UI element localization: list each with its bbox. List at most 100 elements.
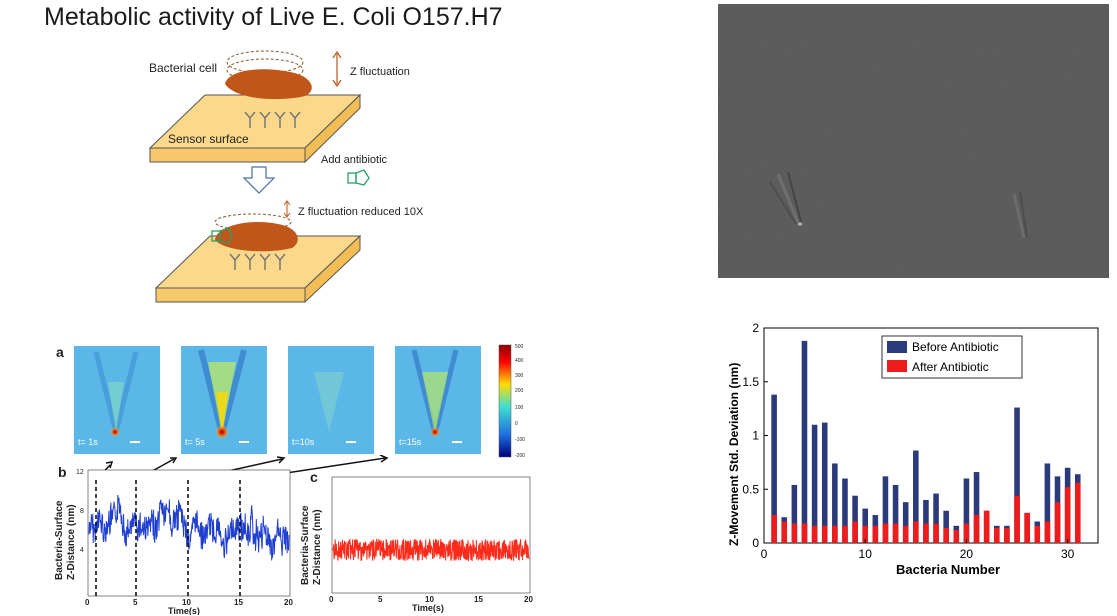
bar-after-antibiotic [1044,521,1051,543]
panel-b-trace [88,494,290,561]
panel-a-label: a [56,344,64,360]
bars-group [771,340,1081,543]
colorbar-tick: 400 [515,358,524,364]
bar-chart: 0 0.5 1 1.5 2 0 10 20 30 Bacteria Number Z-Move… [727,321,1099,577]
panel-c-label: c [310,469,318,485]
x-tick: 15 [234,598,243,607]
y-tick-label: 2 [752,321,759,335]
colorbar-tick: 500 [515,344,524,350]
bacterial-cell-icon [225,50,312,100]
bar-after-antibiotic [832,525,838,543]
bar-after-antibiotic [892,523,899,543]
colorbar: 500 400 300 200 100 0 -100 -200 [498,344,525,459]
bar-after-antibiotic [953,530,960,543]
bar-after-antibiotic [994,527,1000,543]
bar-after-antibiotic [943,527,949,543]
bar-after-antibiotic [913,521,919,543]
bar-after-antibiotic [781,521,788,543]
bar-after-antibiotic [973,515,980,543]
x-tick: 10 [182,598,191,607]
bar-before-antibiotic [882,476,889,543]
bar-after-antibiotic [933,523,939,543]
bacterial-cell-label: Bacterial cell [149,61,217,75]
x-axis-label: Time(s) [412,603,444,613]
bar-after-antibiotic [963,523,970,543]
bar-before-antibiotic [973,472,980,543]
bar-after-antibiotic [821,525,828,543]
x-tick: 5 [133,598,138,607]
bar-after-antibiotic [923,523,929,543]
bar-before-antibiotic [821,422,828,543]
colorbar-tick: -100 [515,437,525,443]
y-tick: 12 [76,469,84,476]
panel-c-axes: 0 5 10 15 20 Time(s) Bacteria-Surface Z-… [300,476,533,613]
z-fluctuation-arrow-icon [332,50,342,88]
x-axis-label: Bacteria Number [896,562,1000,577]
bar-before-antibiotic [852,495,858,543]
y-axis-label: Z-Distance (nm) [312,509,323,585]
bar-before-antibiotic [892,484,899,543]
bar-after-antibiotic [1004,527,1010,543]
x-tick: 0 [329,595,334,604]
panel-b-label: b [58,464,67,480]
y-axis-label: Z-Movement Std. Deviation (nm) [727,363,741,546]
sensor-surface-bottom [154,234,362,304]
bar-after-antibiotic [862,525,868,543]
x-tick-label: 30 [1061,547,1075,561]
frame-time-label: t=15s [399,437,422,447]
bar-after-antibiotic [791,523,798,543]
bar-after-antibiotic [1074,482,1081,543]
heatmap-frame: t= 5s [181,346,267,454]
bar-after-antibiotic [882,523,889,543]
bar-after-antibiotic [801,523,808,543]
y-axis-label: Bacteria-Surface [300,505,311,585]
bar-after-antibiotic [852,521,858,543]
antibody-icons-bottom [229,253,286,270]
bar-before-antibiotic [832,463,838,543]
x-tick: 10 [425,595,434,604]
bar-after-antibiotic [842,525,848,543]
heatmap-frame: t=10s [288,346,374,454]
heatmap-frame: t=15s [395,346,481,454]
antibiotic-icon [347,169,370,186]
y-tick-label: 1 [752,429,759,443]
x-axis-label: Time(s) [168,606,200,615]
down-arrow-icon [242,166,276,194]
z-fluctuation-reduced-label: Z fluctuation reduced 10X [298,206,424,218]
bar-after-antibiotic [902,525,909,543]
bar-before-antibiotic [811,424,818,543]
x-tick: 5 [378,595,383,604]
x-ticks: 0 10 20 30 [761,539,1075,561]
bar-after-antibiotic [1034,525,1041,543]
bar-after-antibiotic [1024,512,1030,543]
x-tick-label: 10 [859,547,873,561]
panels-b-c: b c 12 8 4 0 5 10 15 20 Time(s) Bacteria… [54,455,533,615]
legend: Before Antibiotic After Antibiotic [881,335,1023,379]
bar-after-antibiotic [1014,495,1020,543]
bar-after-antibiotic [811,525,818,543]
x-tick-label: 0 [761,547,768,561]
bar-before-antibiotic [801,340,808,543]
z-fluctuation-label: Z fluctuation [350,66,410,78]
add-antibiotic-label: Add antibiotic [321,154,388,166]
panel-b-axes: 12 8 4 0 5 10 15 20 Time(s) Bacteria-Sur… [54,469,293,615]
y-ticks: 0 0.5 1 1.5 2 [742,321,768,550]
x-tick: 15 [474,595,483,604]
colorbar-tick: 100 [515,405,524,411]
y-tick-label: 0 [752,536,759,550]
frame-time-label: t=10s [292,437,315,447]
colorbar-tick: 300 [515,373,524,379]
z-fluctuation-small-arrow-icon [283,200,291,218]
bacterial-cell-bound-icon [211,213,298,252]
legend-swatch-after [887,360,907,372]
legend-label-after: After Antibiotic [912,360,989,374]
bar-before-antibiotic [791,484,798,543]
colorbar-tick: -200 [515,453,525,459]
y-axis-label: Z-Distance (nm) [66,504,77,580]
colorbar-tick: 0 [515,421,518,427]
legend-swatch-before [887,341,907,353]
sensor-surface-label: Sensor surface [168,132,249,146]
heatmap-frame: t= 1s [74,346,160,454]
bar-after-antibiotic [1064,487,1071,543]
bar-before-antibiotic [902,502,909,543]
